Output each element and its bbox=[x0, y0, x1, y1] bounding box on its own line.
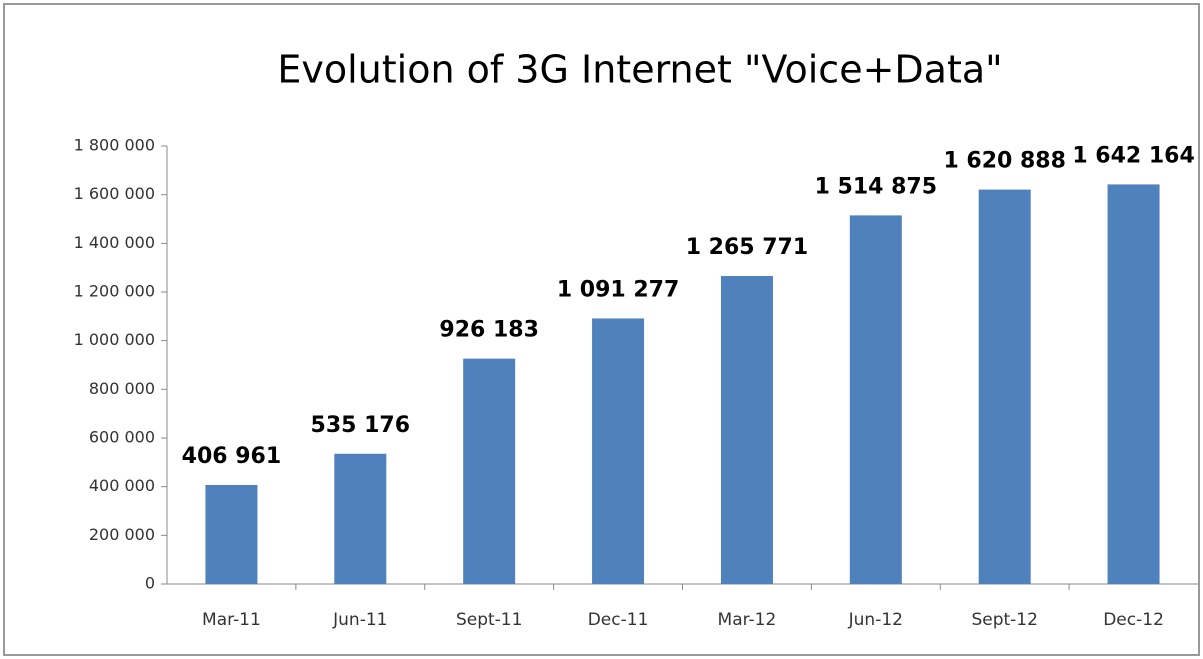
y-tick-label: 400 000 bbox=[89, 476, 155, 495]
value-label: 1 642 164 bbox=[1072, 143, 1194, 168]
value-label: 1 265 771 bbox=[686, 235, 808, 260]
value-label: 926 183 bbox=[439, 318, 539, 343]
value-label: 406 961 bbox=[182, 444, 282, 469]
y-tick-label: 1 200 000 bbox=[74, 282, 155, 301]
y-tick-label: 1 000 000 bbox=[74, 330, 155, 349]
x-tick-label: Mar-11 bbox=[202, 610, 261, 630]
chart-title: Evolution of 3G Internet "Voice+Data" bbox=[277, 48, 1002, 92]
bar bbox=[1107, 184, 1160, 585]
y-tick-label: 1 600 000 bbox=[74, 184, 155, 203]
value-label: 1 620 888 bbox=[943, 149, 1065, 174]
x-tick-label: Sept-11 bbox=[456, 610, 522, 630]
bar bbox=[720, 275, 773, 584]
x-tick-label: Jun-11 bbox=[332, 610, 387, 630]
bar bbox=[849, 215, 902, 584]
bar bbox=[978, 189, 1031, 584]
x-tick-label: Sept-12 bbox=[971, 610, 1037, 630]
bar bbox=[592, 318, 645, 584]
bar bbox=[205, 484, 258, 584]
y-tick-label: 0 bbox=[145, 574, 155, 593]
y-tick-label: 1 800 000 bbox=[74, 136, 155, 155]
bar bbox=[463, 358, 516, 584]
value-label: 535 176 bbox=[311, 413, 411, 438]
y-tick-label: 600 000 bbox=[89, 428, 155, 447]
bar bbox=[334, 453, 387, 584]
value-label: 1 091 277 bbox=[557, 277, 679, 302]
y-tick-label: 200 000 bbox=[89, 525, 155, 544]
y-tick-label: 1 400 000 bbox=[74, 233, 155, 252]
x-tick-label: Dec-11 bbox=[588, 610, 649, 630]
value-label: 1 514 875 bbox=[815, 174, 937, 199]
y-tick-label: 800 000 bbox=[89, 379, 155, 398]
x-tick-label: Jun-12 bbox=[848, 610, 903, 630]
x-tick-label: Dec-12 bbox=[1103, 610, 1164, 630]
x-tick-label: Mar-12 bbox=[718, 610, 777, 630]
